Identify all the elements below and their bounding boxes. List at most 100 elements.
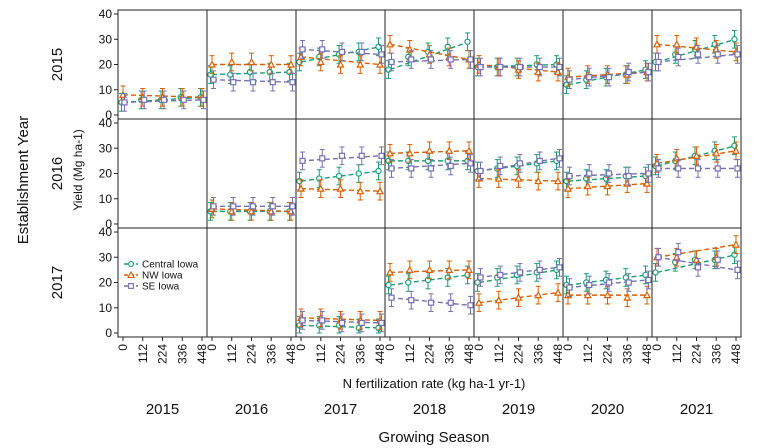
data-point — [385, 268, 395, 276]
data-point — [497, 271, 504, 279]
x-tick-label: 0 — [650, 344, 664, 351]
data-point — [267, 60, 276, 68]
series-line — [211, 78, 292, 83]
data-point — [642, 290, 652, 299]
data-point — [714, 51, 721, 58]
data-point — [625, 279, 632, 286]
data-point — [336, 60, 345, 68]
data-point — [536, 157, 543, 164]
data-point — [207, 60, 217, 68]
data-point — [652, 159, 662, 167]
data-point — [675, 165, 682, 172]
data-point — [141, 96, 148, 103]
x-tick-label: 448 — [551, 344, 565, 364]
data-point — [269, 203, 276, 210]
data-point — [180, 96, 187, 103]
y-tick-label: 0 — [105, 217, 112, 231]
panel-frame — [473, 227, 564, 338]
data-point — [556, 63, 563, 71]
series-line — [300, 187, 381, 192]
data-point — [731, 240, 741, 248]
data-point — [477, 167, 484, 175]
data-point — [247, 57, 256, 66]
column-label: 2016 — [235, 401, 268, 418]
data-point — [734, 165, 741, 172]
data-point — [230, 79, 237, 86]
data-point — [296, 184, 306, 192]
data-point — [536, 266, 543, 273]
data-point — [603, 290, 612, 299]
x-tick-label: 336 — [709, 344, 723, 364]
x-tick-label: 448 — [729, 344, 743, 364]
data-point — [385, 40, 395, 48]
panel-frame — [651, 227, 742, 338]
data-point — [425, 265, 434, 273]
x-tick-label: 0 — [205, 344, 219, 351]
labels-layer: Yield (Mg ha-1) Establishment Year N fer… — [15, 116, 525, 446]
x-tick-label: 112 — [581, 344, 595, 363]
data-point — [447, 299, 454, 306]
x-tick-label: 448 — [373, 344, 387, 364]
series-line — [656, 43, 737, 53]
series-line — [389, 274, 470, 286]
data-point — [427, 299, 435, 306]
x-tick-label: 448 — [195, 344, 209, 364]
series-line — [389, 150, 470, 154]
y-tick-label: 40 — [99, 225, 113, 239]
data-point — [425, 146, 434, 154]
data-point — [625, 172, 632, 180]
data-point — [494, 174, 503, 182]
data-point — [534, 176, 543, 185]
data-point — [338, 319, 346, 326]
data-point — [121, 99, 128, 106]
data-point — [566, 172, 573, 180]
data-point — [467, 160, 474, 167]
data-point — [477, 274, 484, 281]
data-point — [405, 149, 414, 157]
data-point — [408, 56, 415, 63]
data-point — [625, 68, 632, 76]
y-tick-label: 40 — [99, 116, 113, 130]
series-line — [567, 274, 648, 286]
data-point — [210, 203, 217, 210]
data-point — [375, 167, 382, 175]
y-tick-label: 10 — [99, 83, 113, 97]
panel-frame — [384, 9, 475, 120]
data-point — [375, 60, 385, 68]
data-point — [356, 186, 365, 195]
x-tick-label: 448 — [640, 344, 654, 364]
x-tick-label: 112 — [403, 344, 417, 363]
data-point — [474, 279, 481, 286]
column-label: 2021 — [680, 401, 713, 418]
data-point — [388, 58, 395, 66]
data-point — [388, 165, 395, 172]
x-tick-label: 336 — [442, 344, 456, 364]
panel-frame — [651, 118, 742, 229]
data-point — [385, 149, 395, 157]
data-point — [299, 317, 306, 324]
data-point — [652, 40, 662, 48]
data-point — [603, 181, 612, 190]
data-point — [694, 51, 702, 58]
data-point — [338, 48, 346, 55]
data-point — [230, 203, 237, 210]
data-point — [319, 317, 326, 324]
series-line — [300, 56, 381, 66]
series-line — [389, 58, 470, 63]
x-tick-label: 112 — [492, 344, 506, 363]
data-point — [655, 58, 662, 66]
data-point — [605, 279, 613, 286]
row-label: 2016 — [49, 157, 66, 190]
data-point — [534, 290, 543, 299]
data-point — [227, 71, 234, 78]
data-point — [388, 294, 395, 301]
panel-frame — [117, 118, 208, 229]
data-point — [622, 274, 629, 281]
series-line — [656, 256, 737, 271]
y-tick-label: 20 — [99, 58, 113, 72]
data-point — [672, 40, 681, 48]
data-point — [645, 276, 652, 284]
series-line — [300, 155, 381, 162]
data-point — [714, 256, 721, 263]
series-line — [300, 317, 381, 322]
